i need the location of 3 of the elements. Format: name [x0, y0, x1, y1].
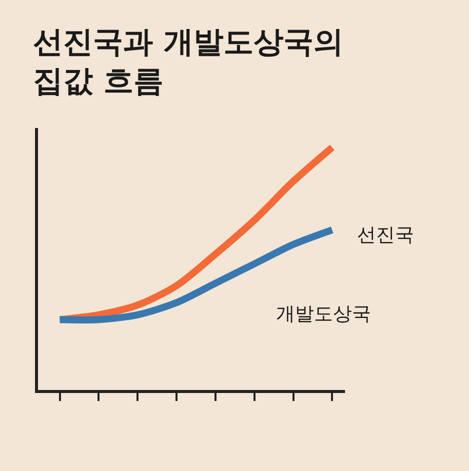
- annotation: 개발도상국: [276, 303, 371, 325]
- chart-title: 선진국과 개발도상국의 집값 흐름: [32, 24, 344, 99]
- text: 선진국: [357, 224, 414, 246]
